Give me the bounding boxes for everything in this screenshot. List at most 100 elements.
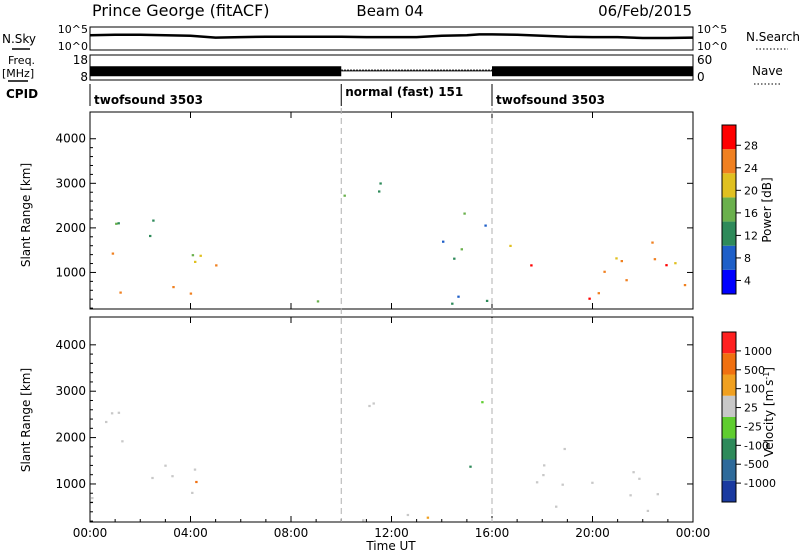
power-colorbar: 4 8 12 16 20 24 28 [721, 124, 758, 295]
power-colorbar-swatch-5 [722, 149, 736, 174]
velocity-unit-close: ] [762, 367, 776, 372]
nsearch-label: N.Search [746, 30, 800, 44]
power-cells-cell [117, 222, 120, 225]
power-cells-cell [460, 248, 463, 251]
power-cells-cell [485, 299, 489, 302]
velocity-cells-cell [171, 475, 174, 478]
velocity-cells-cell [110, 412, 114, 415]
velocity-cells-cell [629, 494, 632, 497]
power-ylabel: Slant Range [km] [19, 163, 33, 267]
velocity-cells-cell [632, 471, 635, 474]
velocity-y-axis: 1000 2000 3000 4000 [55, 338, 693, 522]
velocity-cells-cell [563, 447, 566, 451]
velocity-cells-cell [368, 404, 371, 408]
velocity-colorbar-swatch-0 [722, 480, 736, 502]
power-cells-cell [674, 262, 677, 265]
power-axis-ticklabel-2: 3000 [55, 176, 86, 190]
time-ticklabel-1: 04:00 [173, 526, 208, 540]
power-colorbar-label-6: 28 [744, 139, 758, 152]
velocity-colorbar-label: Velocity [m s-1] [762, 367, 776, 457]
velocity-colorbar-label-5: -100 [744, 439, 769, 452]
velocity-colorbar-swatch-1 [722, 459, 736, 481]
velocity-colorbar-label-0: 1000 [744, 345, 772, 358]
velocity-cells-cell [646, 509, 650, 512]
power-colorbar-swatch-2 [722, 221, 736, 246]
velocity-cells-cell [195, 480, 198, 484]
power-cells-cell [625, 279, 628, 282]
power-frame [89, 111, 694, 310]
power-cells-cell [316, 300, 320, 303]
velocity-cells-cell [656, 493, 659, 496]
power-cells-cell [149, 234, 152, 238]
velocity-ylabel: Slant Range [km] [19, 368, 33, 472]
velocity-colorbar: 1000 500 100 25 -25 -100 -500 -1000 [721, 331, 776, 503]
velocity-cells-cell [535, 481, 539, 484]
frequency-panel: Freq. [MHz] 18 8 60 0 Nave [2, 53, 783, 85]
velocity-cells-cell [151, 476, 154, 480]
velocity-colorbar-frame [721, 331, 737, 503]
velocity-frame [89, 316, 694, 523]
freq-left-tick-bottom: 8 [80, 70, 88, 84]
velocity-colorbar-label-3: 25 [744, 402, 758, 415]
power-cells-cell [683, 284, 687, 287]
power-cells-cell [603, 270, 606, 273]
power-cells-cell [191, 254, 195, 257]
velocity-cells-cell [543, 464, 546, 467]
power-cells-cell [215, 264, 218, 267]
cpid-segment-label-2: twofsound 3503 [496, 93, 605, 107]
velocity-axis-ticklabel-2: 3000 [55, 384, 86, 398]
freq-label-line2: [MHz] [2, 67, 34, 80]
power-cells-cell [615, 257, 618, 260]
velocity-axis-ticklabel-3: 4000 [55, 338, 86, 352]
velocity-cells [90, 401, 659, 522]
velocity-colorbar-label-1: 500 [744, 364, 765, 377]
velocity-cells-cell [469, 465, 472, 468]
power-cells-cell [509, 244, 512, 247]
velocity-cells-cell [481, 401, 484, 404]
time-axis-label: Time UT [365, 539, 416, 553]
beam-label: Beam 04 [356, 2, 423, 20]
velocity-cells-cell [105, 420, 108, 424]
power-colorbar-label-2: 12 [744, 229, 758, 242]
noise-panel: N.Sky 10^5 10^0 10^5 10^0 N.Search [2, 23, 800, 53]
noise-left-tick-top: 10^5 [58, 23, 88, 36]
velocity-cells-cell [164, 464, 167, 467]
velocity-cells-cell [191, 491, 194, 494]
power-cells-cell [194, 260, 197, 263]
power-axis-ticklabel-3: 4000 [55, 132, 86, 146]
freq-left-tick-top: 18 [73, 53, 88, 67]
velocity-colorbar-swatch-7 [722, 332, 736, 354]
power-cells-cell [620, 260, 623, 263]
velocity-cells-cell [542, 474, 545, 477]
power-cells-cell [484, 224, 487, 227]
power-colorbar-swatch-0 [722, 269, 736, 294]
power-colorbar-swatch-6 [722, 125, 736, 150]
noise-frame [89, 26, 694, 51]
noise-right-tick-top: 10^5 [697, 23, 727, 36]
power-axis-ticklabel-0: 1000 [55, 265, 86, 279]
power-cells-cell [343, 194, 346, 197]
date-label: 06/Feb/2015 [598, 2, 692, 20]
power-cells-cell [653, 258, 657, 261]
velocity-cells-cell [555, 505, 558, 508]
velocity-cells-cell [91, 497, 94, 500]
power-cells-cell [457, 295, 460, 298]
power-cells-cell [172, 286, 175, 289]
cpid-label: CPID [6, 87, 38, 101]
noise-left-tick-bottom: 10^0 [58, 40, 88, 53]
nave-right-tick-bottom: 0 [697, 70, 705, 84]
cpid-segments: twofsound 3503 normal (fast) 151 twofsound… [89, 84, 605, 107]
power-axis-ticklabel-1: 2000 [55, 221, 86, 235]
power-cells-cell [530, 264, 533, 267]
power-cells-cell [199, 254, 202, 257]
velocity-colorbar-swatch-5 [722, 374, 736, 396]
velocity-cells-cell [117, 411, 121, 414]
power-colorbar-swatch-1 [722, 245, 736, 270]
freq-label-line1: Freq. [8, 54, 35, 67]
power-cells-cell [378, 190, 381, 193]
station-title: Prince George (fitACF) [92, 1, 270, 20]
power-panel: 1000 2000 3000 4000 Slant Range [km] 4 8 12 16… [19, 111, 774, 310]
